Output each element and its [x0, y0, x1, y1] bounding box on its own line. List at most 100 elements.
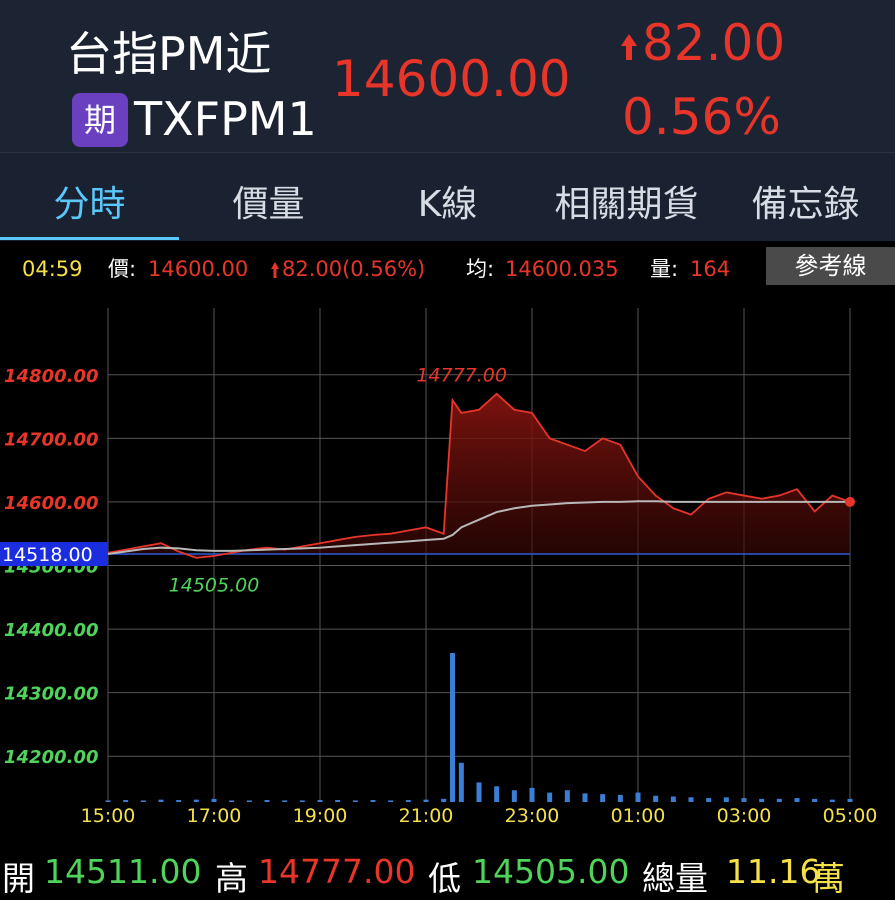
chart: 15:00 17:00 19:00 21:00 23:00 01:00 03:00 05:00…	[0, 308, 878, 827]
time: 04:59	[22, 257, 83, 281]
volume-bar	[741, 798, 747, 802]
price: 14600.00	[148, 257, 249, 281]
high-label: 14777.00	[416, 364, 507, 386]
change: 82.00(0.56%)	[282, 257, 426, 281]
reference-label: 14518.00	[2, 544, 93, 566]
total-volume: 11.16	[726, 852, 821, 891]
volume-bar	[211, 798, 217, 802]
y-tick-label: 14700.00	[4, 429, 99, 450]
reference-button[interactable]: 參考線	[766, 247, 895, 285]
volume-bar	[335, 800, 341, 802]
volume-bar	[370, 800, 376, 802]
x-tick-label: 23:00	[505, 805, 560, 827]
volume-bar	[405, 800, 411, 802]
volume-bar	[352, 800, 358, 802]
tab-bar: 分時 價量 K線 相關期貨 備忘錄	[0, 152, 895, 241]
reference-label-box	[0, 542, 108, 567]
tab[interactable]: 相關期貨	[554, 184, 699, 225]
x-tick-label: 17:00	[187, 805, 242, 827]
label: 量:	[650, 257, 679, 281]
volume-bar	[176, 800, 182, 802]
volume-bar	[450, 653, 455, 802]
change-pct: 0.56%	[622, 88, 781, 146]
volume-bar	[653, 795, 659, 802]
y-tick-label: 14200.00	[4, 747, 99, 768]
y-tick-label: 14300.00	[4, 684, 99, 705]
avg: 14600.035	[505, 257, 619, 281]
volume-bar	[494, 786, 500, 802]
volume-bar	[105, 800, 111, 802]
header: 台指PM近 期 TXFPM1 14600.00 82.00 0.56%	[0, 0, 895, 152]
x-tick-label: 21:00	[399, 805, 454, 827]
volume-bar	[123, 800, 129, 802]
x-tick-label: 19:00	[293, 805, 348, 827]
volume-bar	[229, 800, 235, 802]
up-arrow	[271, 262, 279, 278]
x-tick-label: 05:00	[823, 805, 878, 827]
name: 台指PM近	[66, 27, 272, 81]
volume-bar	[582, 793, 588, 802]
volume-bar	[193, 799, 199, 802]
volume-bar	[547, 792, 553, 802]
change: 82.00	[642, 14, 786, 72]
label: 低	[428, 859, 461, 898]
volume-bar	[812, 798, 818, 802]
low: 14505.00	[472, 852, 630, 891]
price-area	[108, 393, 850, 558]
open: 14511.00	[44, 852, 202, 891]
volume-bar	[511, 790, 517, 802]
volume-bar	[670, 796, 676, 802]
code: TXFPM1	[134, 92, 317, 146]
tab[interactable]: 備忘錄	[751, 184, 860, 225]
volume-bar	[423, 799, 429, 802]
badge: 期	[72, 93, 128, 147]
high: 14777.00	[258, 852, 416, 891]
x-tick-label: 01:00	[611, 805, 666, 827]
volume-bar	[617, 794, 623, 802]
volume-bar	[529, 787, 535, 802]
volume-bar	[317, 800, 323, 802]
info-bar: 04:59 價: 14600.00 82.00(0.56%) 均: 14600.…	[0, 241, 895, 291]
volume-bar	[476, 782, 482, 802]
footer: 開 14511.00 高 14777.00 低 14505.00 總量 11.1…	[0, 852, 895, 900]
volume-bar	[564, 790, 570, 802]
volume-bar	[829, 799, 835, 802]
label: 均:	[466, 257, 495, 281]
volume-bar	[723, 797, 729, 802]
x-tick-label: 03:00	[717, 805, 772, 827]
volume-bar	[246, 800, 252, 802]
volume-bar	[299, 800, 305, 802]
low-label: 14505.00	[169, 574, 260, 596]
price: 14600.00	[332, 50, 571, 108]
volume-bar	[794, 798, 800, 802]
tab[interactable]: K線	[417, 184, 478, 225]
tab[interactable]: 價量	[232, 184, 305, 225]
average-line	[107, 500, 850, 556]
x-tick-label: 15:00	[81, 805, 136, 827]
volume-bar	[706, 798, 712, 802]
y-tick-label: 14800.00	[4, 366, 99, 387]
volume-bar	[635, 792, 641, 802]
volume-bar	[388, 800, 394, 802]
tab-indicator	[0, 237, 179, 240]
tab[interactable]: 分時	[53, 184, 126, 225]
y-tick-label: 14400.00	[4, 620, 99, 641]
volume-bar	[158, 799, 164, 802]
volume-bar	[458, 762, 464, 802]
label: 價:	[108, 257, 137, 281]
volume-bar	[441, 798, 447, 802]
volume-bar	[776, 798, 782, 802]
label: 高	[215, 859, 248, 898]
last-point	[845, 496, 855, 507]
volume-bar	[688, 797, 694, 802]
volume-bar	[140, 800, 146, 802]
label: 開	[2, 859, 35, 898]
volume-bar	[759, 798, 765, 802]
price-line	[107, 392, 851, 559]
volume-bar	[282, 800, 288, 802]
y-tick-label: 14600.00	[4, 493, 99, 514]
label: 總量	[642, 859, 708, 898]
volume: 164	[690, 257, 731, 281]
up-arrow	[621, 34, 637, 60]
